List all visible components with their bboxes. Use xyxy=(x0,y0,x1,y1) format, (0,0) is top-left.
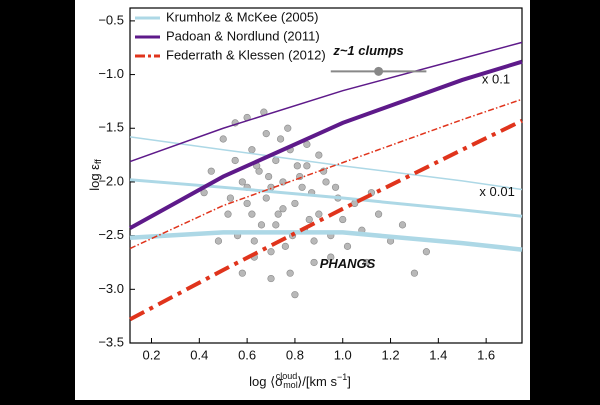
x-tick-label: 0.4 xyxy=(190,347,208,362)
data-point xyxy=(219,135,227,143)
x-tick-label: 0.8 xyxy=(286,347,304,362)
model-line xyxy=(129,98,523,250)
y-tick-label: −3.0 xyxy=(98,281,124,296)
data-point xyxy=(224,210,232,218)
data-point xyxy=(315,151,323,159)
model-line xyxy=(129,59,523,230)
annotation: x 0.01 xyxy=(479,184,514,199)
data-point xyxy=(238,178,246,186)
data-point xyxy=(284,124,292,132)
data-point xyxy=(422,248,430,256)
model-line xyxy=(129,118,523,322)
y-tick-label: −1.0 xyxy=(98,66,124,81)
data-point xyxy=(226,194,234,202)
x-tick-label: 0.2 xyxy=(142,347,160,362)
plot-frame xyxy=(129,7,523,344)
data-point xyxy=(279,178,287,186)
y-tick-label: −0.5 xyxy=(98,12,124,27)
data-point xyxy=(410,269,419,277)
data-point xyxy=(267,274,275,283)
clump-label: z~1 clumps xyxy=(332,43,403,58)
data-point xyxy=(398,221,407,229)
model-line xyxy=(129,178,523,218)
legend-label: Federrath & Klessen (2012) xyxy=(166,47,326,62)
data-point xyxy=(262,130,270,138)
data-point xyxy=(279,205,287,213)
x-tick-label: 0.6 xyxy=(238,347,256,362)
data-point xyxy=(248,210,256,218)
data-point xyxy=(257,221,266,229)
data-point xyxy=(248,146,256,154)
data-point xyxy=(293,162,301,170)
data-point xyxy=(343,242,352,250)
data-point xyxy=(310,258,318,267)
data-point xyxy=(238,269,246,277)
data-point xyxy=(310,237,318,245)
y-tick-label: −2.0 xyxy=(98,173,124,188)
data-point xyxy=(374,210,383,218)
data-point xyxy=(243,199,251,208)
data-point xyxy=(274,210,282,218)
data-point xyxy=(322,178,330,186)
panel xyxy=(75,0,530,400)
annotation: x 0.1 xyxy=(482,71,510,86)
annotation: PHANGS xyxy=(320,256,376,271)
data-point xyxy=(250,237,258,245)
y-tick-label: −2.5 xyxy=(98,227,124,242)
data-point xyxy=(327,253,335,261)
legend-label: Krumholz & McKee (2005) xyxy=(166,9,318,24)
data-point xyxy=(363,258,371,267)
data-point xyxy=(214,237,223,245)
x-axis-label: log ⟨σmolcloud⟩/[km s−1] xyxy=(249,371,351,390)
model-line xyxy=(129,230,523,252)
data-point xyxy=(298,183,306,191)
data-point xyxy=(331,183,340,191)
data-point xyxy=(231,156,239,165)
data-point xyxy=(315,210,323,218)
data-point xyxy=(267,248,275,256)
data-point xyxy=(262,194,270,202)
data-point xyxy=(276,135,285,143)
data-point xyxy=(265,172,273,181)
data-point xyxy=(281,242,289,250)
y-tick-label: −3.5 xyxy=(98,334,124,349)
data-point xyxy=(303,162,311,170)
legend-label: Padoan & Nordlund (2011) xyxy=(166,28,320,43)
data-point xyxy=(291,199,299,208)
y-axis-label: log εff xyxy=(87,159,103,191)
data-point xyxy=(272,156,280,165)
model-line xyxy=(129,136,523,191)
data-point xyxy=(267,183,275,191)
data-point xyxy=(291,291,299,299)
data-point xyxy=(286,269,294,277)
data-point xyxy=(272,221,280,229)
y-tick-label: −1.5 xyxy=(98,120,124,135)
model-line xyxy=(129,41,523,163)
x-tick-label: 1.0 xyxy=(334,347,352,362)
x-tick-label: 1.6 xyxy=(477,347,495,362)
data-point xyxy=(339,215,347,224)
x-tick-label: 1.4 xyxy=(429,347,447,362)
data-point xyxy=(305,215,313,224)
x-tick-label: 1.2 xyxy=(381,347,399,362)
data-point xyxy=(207,167,215,175)
clump-point xyxy=(374,66,384,76)
